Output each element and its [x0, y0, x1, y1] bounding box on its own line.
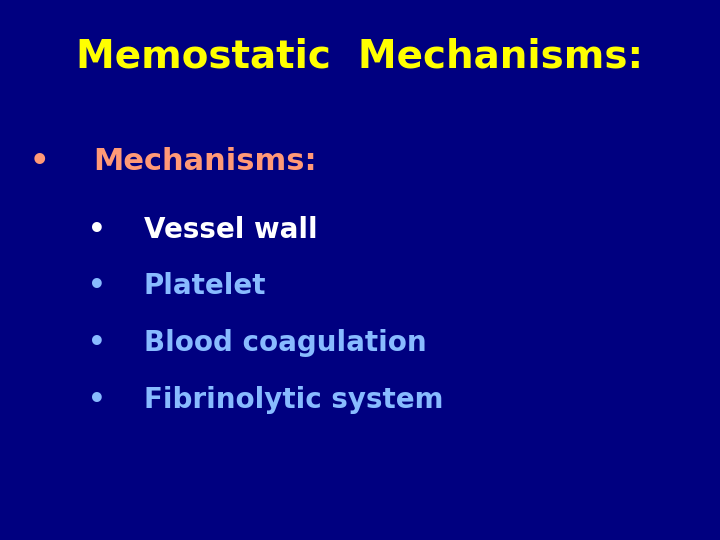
Text: •: • [89, 329, 106, 357]
Text: •: • [89, 272, 106, 300]
Text: •: • [89, 386, 106, 414]
Text: Platelet: Platelet [144, 272, 266, 300]
Text: •: • [30, 147, 50, 177]
Text: Fibrinolytic system: Fibrinolytic system [144, 386, 444, 414]
Text: Blood coagulation: Blood coagulation [144, 329, 427, 357]
Text: Memostatic  Mechanisms:: Memostatic Mechanisms: [76, 38, 644, 76]
Text: Vessel wall: Vessel wall [144, 215, 318, 244]
Text: Mechanisms:: Mechanisms: [94, 147, 318, 177]
Text: •: • [89, 215, 106, 244]
